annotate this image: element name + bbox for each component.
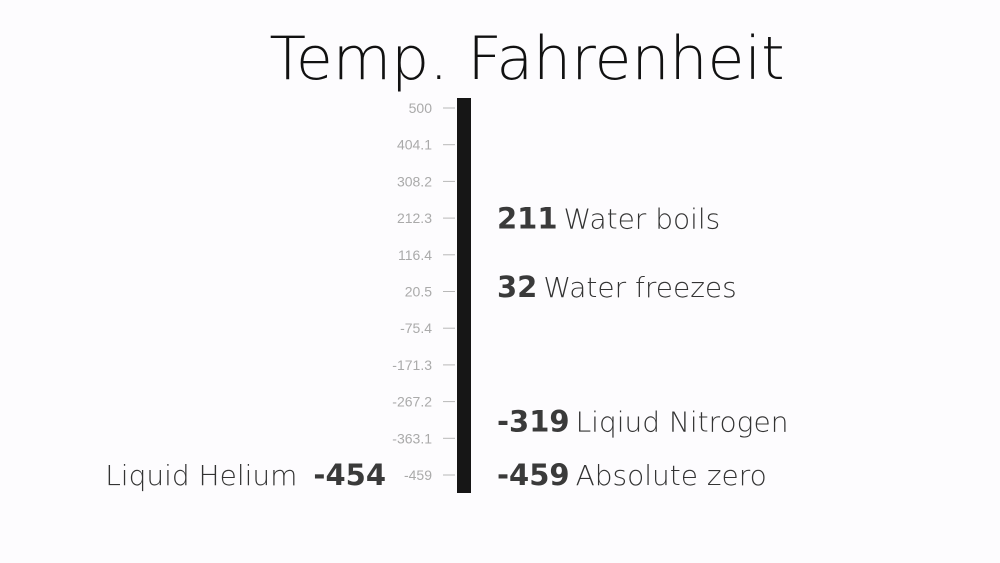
annotation-absolute-zero: -459 Absolute zero (497, 458, 767, 492)
annotation-label: Liquid Helium (105, 459, 297, 492)
y-tick-label: 116.4 (398, 247, 432, 263)
y-tick-label: 20.5 (405, 284, 432, 300)
annotation-water-freezes: 32 Water freezes (497, 270, 737, 304)
y-tick-label: 404.1 (397, 137, 432, 153)
y-tick-label: 500 (409, 100, 433, 116)
annotation-value: -319 (497, 404, 570, 438)
y-tick-label: 308.2 (397, 173, 432, 189)
annotation-label: Water freezes (543, 271, 736, 304)
annotation-water-boils: 211 Water boils (497, 202, 720, 236)
annotation-liqiud-nitrogen: -319 Liqiud Nitrogen (497, 404, 788, 438)
y-tick-label: -459 (404, 467, 432, 483)
y-axis-ticks: 500 404.1 308.2 212.3 116.4 20.5 -75.4 -171.3 -2… (392, 100, 455, 483)
annotation-liquid-helium: -454 Liquid Helium (105, 458, 386, 492)
annotation-value: 32 (497, 270, 537, 304)
y-tick-label: -75.4 (400, 320, 432, 336)
annotation-value: -454 (313, 458, 386, 492)
annotation-value: -459 (497, 458, 570, 492)
y-tick-label: -171.3 (392, 357, 432, 373)
annotations: 211 Water boils 32 Water freezes -319 Liqiud … (105, 202, 788, 492)
y-tick-label: 212.3 (397, 210, 432, 226)
y-tick-label: -363.1 (392, 430, 432, 446)
temperature-bar (457, 98, 471, 493)
annotation-label: Absolute zero (576, 459, 767, 492)
annotation-value: 211 (497, 202, 558, 236)
y-tick-label: -267.2 (392, 394, 432, 410)
chart-title: Temp. Fahrenheit (269, 24, 784, 94)
annotation-label: Water boils (564, 203, 721, 236)
annotation-label: Liqiud Nitrogen (576, 405, 789, 438)
